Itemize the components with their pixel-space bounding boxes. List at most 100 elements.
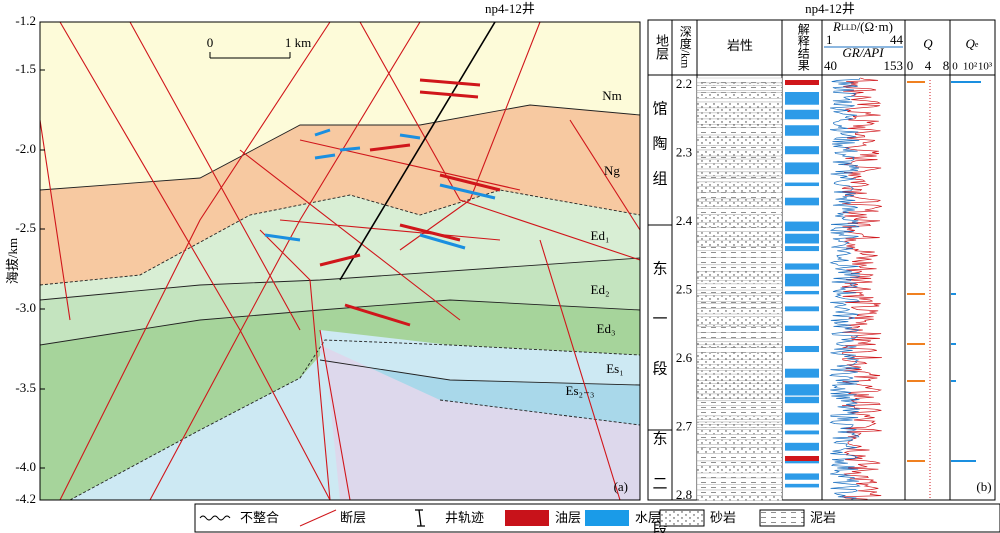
lithology-bed bbox=[696, 192, 783, 200]
lithology-bed bbox=[696, 424, 783, 428]
scale-label: 0 bbox=[207, 35, 214, 50]
layer-label: Ed₁ bbox=[591, 228, 610, 243]
log-curve bbox=[829, 77, 861, 500]
cross-section bbox=[40, 22, 640, 500]
lithology-bed bbox=[696, 344, 783, 348]
lithology-bed bbox=[696, 398, 783, 402]
depth-tick-label: 2.7 bbox=[676, 418, 693, 433]
lithology-bed bbox=[696, 239, 783, 247]
lithology-bed bbox=[696, 460, 783, 466]
lithology-bed bbox=[696, 250, 783, 258]
lithology-bed bbox=[696, 283, 783, 291]
water-bed bbox=[785, 345, 819, 353]
scale-label: 1 km bbox=[285, 35, 311, 50]
lithology-bed bbox=[696, 145, 783, 151]
water-bed bbox=[785, 233, 819, 244]
legend: 不整合 断层 井轨迹 油层 水层 砂岩 泥岩 bbox=[194, 503, 1000, 533]
header: 深度/km bbox=[678, 25, 692, 69]
water-bed bbox=[785, 442, 819, 451]
y-ticks: -1.2 -1.5 -2.0 -2.5 -3.0 -3.5 -4.0 -4.2 bbox=[15, 13, 45, 506]
lithology-bed bbox=[696, 227, 783, 232]
lithology-bed bbox=[696, 101, 783, 109]
depth-tick-label: 2.8 bbox=[676, 487, 692, 502]
lithology-bed bbox=[696, 465, 783, 474]
lithology-bed bbox=[696, 444, 783, 448]
layer-labels: Nm Ng Ed₁ Ed₂ Ed₃ Es₁ Es₂₋₃ bbox=[566, 88, 624, 398]
lithology-bed bbox=[696, 246, 783, 251]
strata-char: 馆 bbox=[652, 100, 667, 117]
lithology-bed bbox=[696, 489, 783, 496]
lithology-bed bbox=[696, 316, 783, 325]
strata-char: 东 bbox=[652, 430, 667, 447]
icon-mud bbox=[759, 509, 805, 527]
water-bed bbox=[785, 325, 819, 331]
y-tick-label: -3.5 bbox=[15, 380, 36, 395]
lithology-bed bbox=[696, 293, 783, 296]
legend-label: 不整合 bbox=[240, 510, 279, 525]
water-bed bbox=[785, 483, 819, 488]
lithology-bed bbox=[696, 405, 783, 410]
layer-label: Ed₂ bbox=[591, 282, 610, 297]
lithology-bed bbox=[696, 127, 783, 136]
oil-bed bbox=[785, 456, 819, 461]
water-bed bbox=[785, 306, 819, 312]
layer-label: Nm bbox=[602, 88, 622, 103]
legend-label: 泥岩 bbox=[810, 510, 836, 525]
lithology-bed bbox=[696, 112, 783, 120]
water-bed bbox=[785, 92, 819, 105]
lithology-bed bbox=[696, 389, 783, 395]
layer-label: Ed₃ bbox=[597, 321, 616, 336]
y-tick-label: -4.2 bbox=[15, 491, 36, 506]
lithology-bed bbox=[696, 301, 783, 304]
lithology-bed bbox=[696, 149, 783, 157]
lithology-bed bbox=[696, 429, 783, 435]
header: 岩性 bbox=[727, 38, 753, 53]
lithology-bed bbox=[696, 90, 783, 93]
q-label: Q bbox=[923, 36, 933, 51]
lithology-bed bbox=[696, 92, 783, 99]
lithology-bed bbox=[696, 453, 783, 462]
lithology-bed bbox=[696, 178, 783, 183]
lithology-bed bbox=[696, 276, 783, 281]
rlld-sub: LLD bbox=[841, 23, 857, 32]
lithology-bed bbox=[696, 373, 783, 381]
water-bed bbox=[785, 368, 819, 378]
rlld-unit: /(Ω·m) bbox=[857, 19, 893, 34]
lithology-bed bbox=[696, 439, 783, 445]
q-tick-label: 0 bbox=[907, 58, 914, 73]
water-bed bbox=[785, 412, 819, 425]
lithology-bed bbox=[696, 206, 783, 209]
header: 解释结果 bbox=[796, 23, 810, 71]
rlld-header: RLLD/(Ω·m) bbox=[832, 19, 893, 34]
y-tick-label: -3.0 bbox=[15, 300, 36, 315]
q-tick-label: 4 bbox=[925, 58, 932, 73]
water-bed bbox=[785, 125, 819, 136]
lithology-bed bbox=[696, 137, 783, 146]
lithology-bed bbox=[696, 427, 783, 430]
layer-label: Es₁ bbox=[606, 361, 624, 376]
lithology-bed bbox=[696, 186, 783, 193]
y-axis-label: 海拔/km bbox=[5, 238, 20, 284]
y-tick-label: -1.2 bbox=[15, 13, 36, 28]
oil-water-beds bbox=[264, 78, 501, 327]
depth-tick-label: 2.6 bbox=[676, 350, 693, 365]
lithology-bed bbox=[696, 168, 783, 173]
lithology-bed bbox=[696, 289, 783, 294]
lithology-bed bbox=[696, 409, 783, 417]
lithology-bed bbox=[696, 257, 783, 266]
lithology-bed bbox=[696, 326, 783, 333]
strata-char: 组 bbox=[652, 170, 667, 187]
layer-label: Ng bbox=[604, 163, 620, 178]
lithology-bed bbox=[696, 484, 783, 491]
lithology-bed bbox=[696, 359, 783, 365]
lithology-bed bbox=[696, 208, 783, 215]
depth-tick-label: 2.4 bbox=[676, 213, 693, 228]
water-bed bbox=[785, 146, 819, 155]
qe-tick-label: 10² bbox=[963, 61, 978, 73]
lithology-bed bbox=[696, 295, 783, 302]
water-bed bbox=[785, 221, 819, 232]
lithology-bed bbox=[696, 271, 783, 277]
lithology-bed bbox=[696, 124, 783, 128]
icon-sand bbox=[659, 509, 705, 527]
strata-char: 二 bbox=[652, 476, 667, 492]
